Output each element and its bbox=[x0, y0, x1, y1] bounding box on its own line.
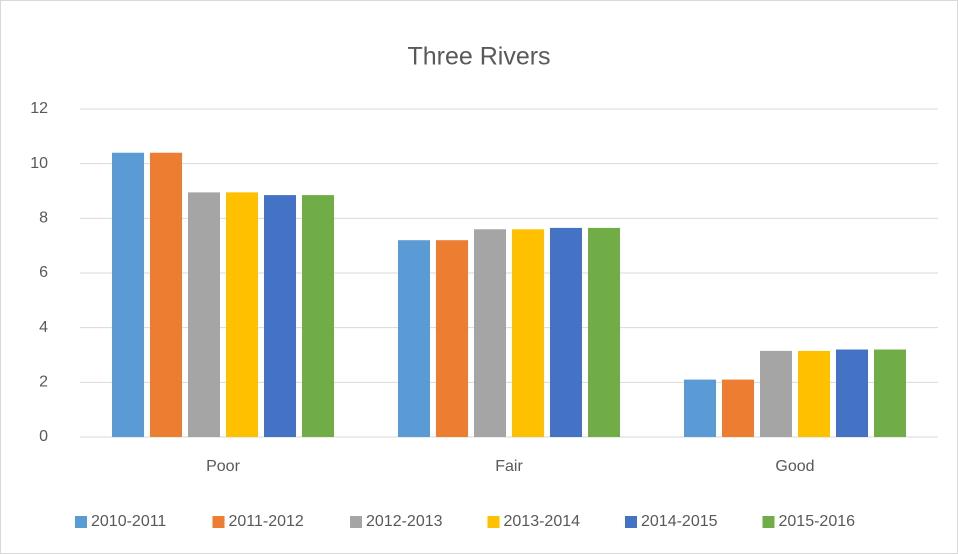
bar bbox=[722, 379, 754, 437]
chart-title: Three Rivers bbox=[407, 43, 550, 71]
legend-swatch bbox=[75, 516, 87, 528]
x-tick-label: Fair bbox=[495, 458, 523, 475]
bar bbox=[150, 152, 182, 437]
legend-label: 2012-2013 bbox=[366, 513, 443, 530]
bar bbox=[188, 192, 220, 437]
y-tick-label: 8 bbox=[39, 210, 48, 227]
y-tick-label: 0 bbox=[39, 428, 48, 445]
bar bbox=[226, 192, 258, 437]
bar bbox=[874, 349, 906, 437]
legend-swatch bbox=[625, 516, 637, 528]
legend-swatch bbox=[212, 516, 225, 528]
bar bbox=[684, 379, 716, 437]
bar bbox=[436, 240, 468, 437]
legend-swatch bbox=[487, 516, 500, 528]
bar bbox=[760, 350, 792, 437]
bar bbox=[302, 195, 334, 437]
y-tick-label: 10 bbox=[30, 155, 48, 172]
bar bbox=[588, 227, 620, 437]
legend-label: 2011-2012 bbox=[229, 513, 304, 530]
bar bbox=[264, 195, 296, 437]
y-tick-label: 6 bbox=[39, 264, 48, 281]
bar bbox=[550, 227, 582, 437]
bar bbox=[398, 240, 430, 437]
x-tick-label: Poor bbox=[206, 458, 240, 475]
x-tick-label: Good bbox=[775, 458, 814, 475]
y-tick-label: 12 bbox=[30, 100, 48, 117]
legend-label: 2013-2014 bbox=[504, 513, 581, 530]
legend-label: 2014-2015 bbox=[641, 513, 718, 530]
bar bbox=[112, 152, 144, 437]
legend-swatch bbox=[350, 516, 362, 528]
legend-label: 2015-2016 bbox=[779, 513, 856, 530]
legend-swatch bbox=[762, 516, 775, 528]
bar bbox=[474, 229, 506, 437]
y-tick-label: 4 bbox=[39, 319, 48, 336]
y-tick-label: 2 bbox=[39, 374, 48, 391]
bar bbox=[512, 229, 544, 437]
bar bbox=[836, 349, 868, 437]
legend-label: 2010-2011 bbox=[91, 513, 166, 530]
bar bbox=[798, 350, 830, 437]
